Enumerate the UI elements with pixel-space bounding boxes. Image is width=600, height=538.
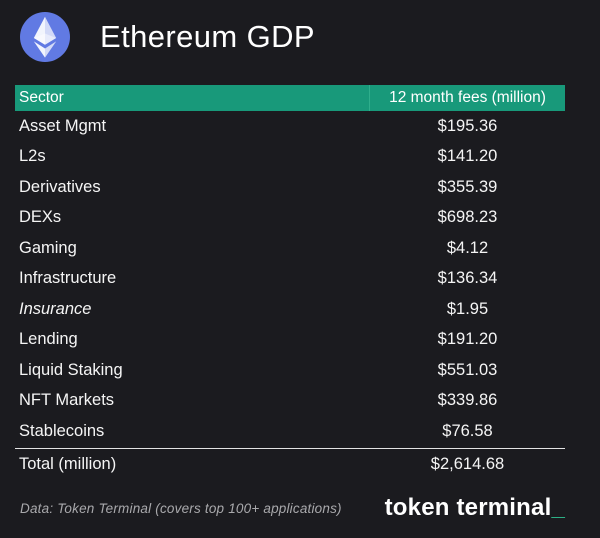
token-terminal-wordmark: token terminal: [384, 494, 552, 521]
fees-cell: $698.23: [437, 208, 498, 227]
page-title: Ethereum GDP: [100, 19, 315, 54]
fees-cell: $191.20: [437, 330, 498, 349]
sector-cell: Liquid Staking: [19, 360, 123, 379]
table-row: Liquid Staking $551.03: [15, 355, 565, 386]
sector-cell: Stablecoins: [19, 421, 105, 440]
page-header: Ethereum GDP: [20, 12, 315, 62]
table-row: Infrastructure $136.34: [15, 264, 565, 295]
fees-cell: $4.12: [446, 238, 489, 257]
column-header-fees: 12 month fees (million): [389, 89, 546, 106]
table-row: NFT Markets $339.86: [15, 386, 565, 417]
column-header-sector: Sector: [15, 85, 370, 111]
token-terminal-underscore: _: [551, 494, 565, 521]
data-source-note: Data: Token Terminal (covers top 100+ ap…: [20, 500, 342, 516]
table-row: DEXs $698.23: [15, 203, 565, 234]
total-divider-line: [15, 447, 565, 449]
sector-fees-table: Sector 12 month fees (million) Asset Mgm…: [15, 85, 565, 480]
table-body: Asset Mgmt $195.36 L2s $141.20 Derivatives $3…: [15, 111, 565, 447]
sector-cell: Lending: [19, 330, 78, 349]
page-footer: Data: Token Terminal (covers top 100+ ap…: [20, 492, 565, 524]
total-value: $2,614.68: [430, 454, 505, 473]
fees-cell: $551.03: [437, 360, 498, 379]
fees-cell: $1.95: [446, 299, 489, 318]
table-row: Insurance $1.95: [15, 294, 565, 325]
total-row: Total (million) $2,614.68: [15, 449, 565, 480]
sector-cell: Gaming: [19, 238, 77, 257]
fees-cell: $195.36: [437, 116, 498, 135]
sector-cell: DEXs: [19, 208, 62, 227]
table-row: Gaming $4.12: [15, 233, 565, 264]
table-row: Asset Mgmt $195.36: [15, 111, 565, 142]
fees-cell: $76.58: [442, 421, 493, 440]
sector-cell: NFT Markets: [19, 391, 115, 410]
sector-cell: Insurance: [19, 299, 92, 318]
table-row: Lending $191.20: [15, 325, 565, 356]
ethereum-icon: [31, 15, 59, 59]
sector-cell: L2s: [19, 147, 46, 166]
total-label: Total (million): [19, 454, 117, 473]
sector-cell: Derivatives: [19, 177, 101, 196]
table-row: Stablecoins $76.58: [15, 416, 565, 447]
table-row: L2s $141.20: [15, 142, 565, 173]
token-terminal-logo: token terminal_: [385, 494, 565, 522]
ethereum-logo: [20, 12, 70, 62]
sector-cell: Asset Mgmt: [19, 116, 107, 135]
fees-cell: $136.34: [437, 269, 498, 288]
fees-cell: $355.39: [437, 177, 498, 196]
table-header-row: Sector 12 month fees (million): [15, 85, 565, 111]
sector-cell: Infrastructure: [19, 269, 117, 288]
table-row: Derivatives $355.39: [15, 172, 565, 203]
fees-cell: $141.20: [437, 147, 498, 166]
fees-cell: $339.86: [437, 391, 498, 410]
